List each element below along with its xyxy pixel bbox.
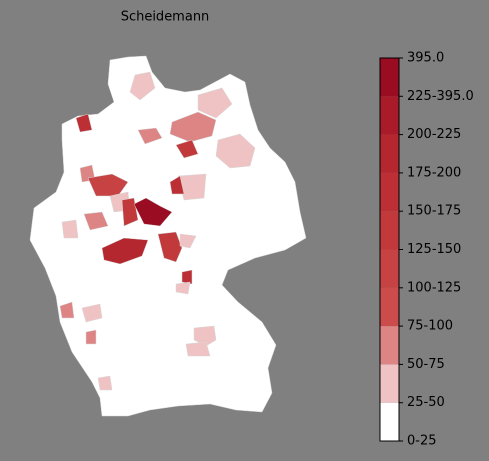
region	[101, 237, 149, 265]
region	[61, 219, 79, 239]
region	[97, 375, 113, 391]
colorbar-segment	[380, 287, 399, 327]
region	[193, 325, 217, 347]
colorbar-segment	[380, 172, 399, 212]
colorbar-tick-label: 50-75	[407, 357, 445, 372]
region	[175, 139, 199, 159]
region	[133, 197, 173, 227]
colorbar-segment	[380, 58, 399, 97]
colorbar-segment	[380, 402, 399, 441]
colorbar-segment	[380, 134, 399, 173]
region	[197, 87, 233, 119]
region	[87, 173, 129, 197]
region	[137, 127, 163, 145]
region	[83, 211, 109, 231]
germany-map	[29, 55, 307, 417]
colorbar-tick-label: 200-225	[407, 127, 461, 142]
colorbar-tick-label: 125-150	[407, 242, 461, 257]
colorbar-tick-label: 25-50	[407, 395, 445, 410]
region	[169, 111, 217, 143]
region	[181, 269, 193, 285]
colorbar-segment	[380, 249, 399, 288]
colorbar-tick-label: 100-125	[407, 280, 461, 295]
colorbar-tick-label: 225-395.0	[407, 89, 474, 104]
region	[75, 113, 93, 133]
region	[85, 329, 97, 345]
region	[179, 233, 197, 249]
region	[129, 71, 156, 101]
region	[169, 175, 185, 195]
colorbar-segment	[380, 364, 399, 403]
region	[215, 133, 256, 169]
region	[175, 281, 191, 295]
colorbar-segment	[380, 96, 399, 135]
colorbar: 0-25 25-50 50-75 75-100 100-125 125-150 150-17…	[379, 51, 474, 449]
colorbar-tick-label: 75-100	[407, 319, 453, 334]
colorbar-tick-label: 395.0	[407, 51, 444, 66]
colorbar-tick-label: 150-175	[407, 204, 461, 219]
region	[185, 341, 211, 357]
colorbar-tick-label: 0-25	[407, 434, 437, 449]
region	[157, 231, 183, 263]
colorbar-segment	[380, 326, 399, 365]
map-title: Scheidemann	[121, 10, 210, 25]
colorbar-tick-label: 175-200	[407, 165, 461, 180]
region	[121, 197, 139, 227]
region	[81, 303, 103, 323]
region	[59, 301, 75, 319]
colorbar-segment	[380, 211, 399, 250]
